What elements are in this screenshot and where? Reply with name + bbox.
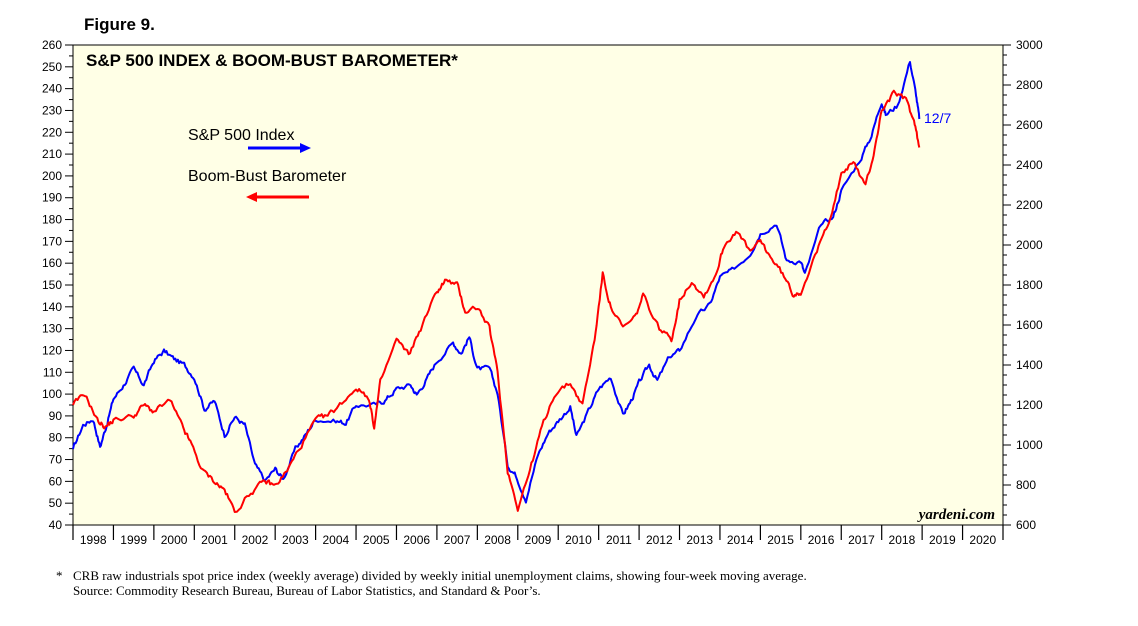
right-tick-label: 1400	[1016, 358, 1043, 372]
sp500-series-line	[72, 61, 921, 504]
right-tick-label: 2400	[1016, 158, 1043, 172]
x-tick-label: 2010	[565, 533, 592, 547]
left-tick-label: 120	[42, 343, 62, 357]
legend: S&P 500 Index Boom-Bust Barometer	[188, 127, 347, 202]
right-tick-label: 2000	[1016, 238, 1043, 252]
legend-sp500-arrow	[248, 143, 311, 153]
x-tick-label: 2020	[969, 533, 996, 547]
left-tick-label: 180	[42, 213, 62, 227]
series-layer	[72, 61, 921, 513]
footnote-marker: *	[56, 568, 63, 583]
right-tick-label: 600	[1016, 518, 1036, 532]
x-axis: 1998 1999 2000 2001 2002 2003 2004 2005 2006 2007…	[72, 525, 1004, 547]
right-tick-label: 1200	[1016, 398, 1043, 412]
x-tick-label: 2008	[484, 533, 511, 547]
plot-area	[72, 44, 1004, 526]
left-tick-label: 50	[49, 496, 63, 510]
left-tick-label: 210	[42, 147, 62, 161]
x-tick-label: 2005	[363, 533, 390, 547]
end-date-label: 12/7	[924, 110, 951, 126]
x-tick-label: 1999	[120, 533, 147, 547]
footnote-line2: Source: Commodity Research Bureau, Burea…	[73, 583, 541, 598]
right-tick-label: 3000	[1016, 38, 1043, 52]
left-tick-label: 100	[42, 387, 62, 401]
left-tick-label: 170	[42, 234, 62, 248]
right-y-axis: 600 800 1000 1200 1400 1600 1800 2000 2200 2400 26…	[1003, 38, 1043, 532]
x-tick-label: 2001	[201, 533, 228, 547]
credit-label: yardeni.com	[917, 507, 995, 523]
left-tick-label: 90	[49, 409, 63, 423]
right-tick-label: 800	[1016, 478, 1036, 492]
left-tick-label: 260	[42, 38, 62, 52]
x-tick-label: 2011	[606, 533, 632, 547]
left-tick-label: 220	[42, 125, 62, 139]
left-tick-label: 200	[42, 169, 62, 183]
left-tick-label: 230	[42, 103, 62, 117]
boom-bust-series-line	[72, 89, 921, 513]
left-tick-label: 80	[49, 431, 63, 445]
left-tick-label: 40	[49, 518, 63, 532]
right-tick-label: 1800	[1016, 278, 1043, 292]
x-tick-label: 2009	[525, 533, 552, 547]
legend-bbb-label: Boom-Bust Barometer	[188, 168, 347, 185]
left-y-axis: 40 50 60 70 80 90 100 110 120 130 140 150 160 170 180 1…	[42, 38, 73, 532]
x-tick-label: 2013	[686, 533, 713, 547]
legend-bbb-arrow	[246, 192, 309, 202]
right-tick-label: 2800	[1016, 78, 1043, 92]
left-tick-label: 190	[42, 191, 62, 205]
x-tick-label: 2015	[767, 533, 794, 547]
x-tick-label: 1998	[80, 533, 107, 547]
left-tick-label: 70	[49, 453, 63, 467]
left-tick-label: 240	[42, 82, 62, 96]
legend-sp500-label: S&P 500 Index	[188, 127, 294, 144]
right-tick-label: 2200	[1016, 198, 1043, 212]
chart-title: S&P 500 INDEX & BOOM-BUST BAROMETER*	[86, 51, 458, 70]
x-tick-label: 2016	[808, 533, 835, 547]
left-tick-label: 140	[42, 300, 62, 314]
x-tick-label: 2019	[929, 533, 956, 547]
x-tick-label: 2000	[161, 533, 188, 547]
x-tick-label: 2002	[242, 533, 269, 547]
x-tick-label: 2012	[646, 533, 673, 547]
x-tick-label: 2006	[403, 533, 430, 547]
left-tick-label: 150	[42, 278, 62, 292]
x-tick-label: 2018	[889, 533, 916, 547]
right-tick-label: 1000	[1016, 438, 1043, 452]
left-tick-label: 160	[42, 256, 62, 270]
footnote-line1: CRB raw industrials spot price index (we…	[73, 568, 807, 583]
legend-bbb-arrow-head	[246, 192, 257, 202]
x-tick-label: 2007	[444, 533, 471, 547]
x-tick-label: 2017	[848, 533, 875, 547]
x-tick-label: 2014	[727, 533, 754, 547]
left-tick-label: 130	[42, 322, 62, 336]
left-tick-label: 60	[49, 474, 63, 488]
right-tick-label: 2600	[1016, 118, 1043, 132]
x-tick-label: 2004	[322, 533, 349, 547]
right-tick-label: 1600	[1016, 318, 1043, 332]
x-tick-label: 2003	[282, 533, 309, 547]
left-tick-label: 250	[42, 60, 62, 74]
left-tick-label: 110	[43, 365, 62, 379]
figure-label: Figure 9.	[84, 15, 155, 34]
legend-sp500-arrow-head	[300, 143, 311, 153]
